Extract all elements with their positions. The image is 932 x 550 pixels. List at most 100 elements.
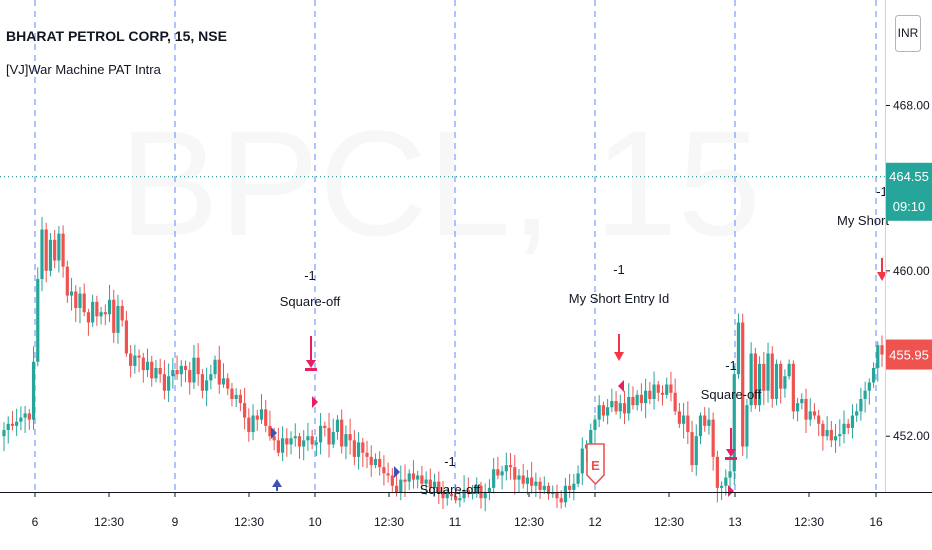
candle[interactable] — [513, 454, 517, 495]
candle[interactable] — [732, 365, 736, 485]
candle[interactable] — [167, 363, 171, 403]
candle[interactable] — [631, 386, 635, 410]
candle[interactable] — [335, 415, 340, 440]
candle[interactable] — [411, 460, 416, 489]
candle[interactable] — [124, 310, 129, 357]
candle[interactable] — [276, 427, 280, 457]
candle[interactable] — [382, 455, 386, 486]
candle[interactable] — [247, 408, 251, 442]
candle[interactable] — [593, 415, 597, 445]
candle[interactable] — [825, 416, 829, 441]
candle[interactable] — [445, 487, 449, 506]
indicator-title[interactable]: [VJ]War Machine PAT Intra — [6, 62, 161, 77]
candle[interactable] — [348, 418, 352, 455]
candle[interactable] — [517, 469, 521, 493]
candle[interactable] — [817, 409, 821, 437]
time-axis[interactable]: 6 12:30 9 12:30 10 12:30 11 12:30 12 12:30 13 12:30… — [32, 492, 883, 529]
candle[interactable] — [842, 410, 846, 444]
candle[interactable] — [213, 355, 217, 379]
candle[interactable] — [859, 387, 863, 421]
candle[interactable] — [369, 445, 373, 477]
candle[interactable] — [749, 342, 753, 412]
candle[interactable] — [808, 398, 812, 426]
candle[interactable] — [424, 471, 428, 496]
candle[interactable] — [458, 490, 462, 508]
candle[interactable] — [753, 347, 757, 409]
candle[interactable] — [162, 360, 167, 400]
candle[interactable] — [86, 308, 91, 336]
candle[interactable] — [525, 469, 530, 495]
candle[interactable] — [741, 313, 745, 456]
candle[interactable] — [627, 383, 631, 421]
candle[interactable] — [386, 462, 390, 483]
candle[interactable] — [707, 407, 711, 435]
candle[interactable] — [665, 377, 669, 399]
candle[interactable] — [352, 430, 356, 466]
candle[interactable] — [462, 475, 466, 503]
candle[interactable] — [74, 285, 78, 323]
candle[interactable] — [508, 453, 513, 480]
candle[interactable] — [19, 406, 23, 431]
candle[interactable] — [238, 389, 242, 412]
candle[interactable] — [622, 390, 627, 424]
candle[interactable] — [53, 229, 57, 269]
candle[interactable] — [183, 360, 188, 383]
candle[interactable] — [234, 388, 238, 408]
candle[interactable] — [724, 469, 728, 496]
candle[interactable] — [677, 402, 681, 428]
price-axis[interactable]: 468.00 460.00 452.00 — [886, 98, 930, 443]
candle[interactable] — [597, 395, 601, 428]
candle[interactable] — [538, 477, 542, 499]
candle[interactable] — [800, 393, 804, 410]
candle[interactable] — [103, 304, 107, 326]
candle[interactable] — [331, 418, 335, 448]
candle[interactable] — [880, 335, 884, 367]
candle[interactable] — [774, 359, 779, 406]
candle[interactable] — [568, 473, 572, 499]
candle[interactable] — [500, 465, 504, 490]
candle[interactable] — [133, 344, 137, 374]
candle[interactable] — [694, 424, 698, 476]
candle[interactable] — [791, 360, 795, 420]
candle[interactable] — [137, 349, 141, 373]
candle[interactable] — [635, 390, 639, 411]
candle[interactable] — [829, 420, 833, 448]
symbol-title[interactable]: BHARAT PETROL CORP, 15, NSE — [6, 28, 227, 44]
candle[interactable] — [82, 283, 86, 317]
candle[interactable] — [57, 226, 61, 273]
candle[interactable] — [403, 464, 407, 498]
candle[interactable] — [669, 371, 673, 402]
candle[interactable] — [175, 355, 179, 380]
candle[interactable] — [606, 398, 610, 425]
currency-button[interactable]: INR — [895, 15, 921, 52]
candle[interactable] — [6, 416, 10, 444]
candle[interactable] — [496, 456, 500, 480]
candle[interactable] — [23, 405, 27, 434]
candle[interactable] — [795, 397, 800, 422]
candle[interactable] — [715, 450, 719, 503]
candle[interactable] — [327, 412, 331, 458]
candle[interactable] — [644, 378, 648, 419]
candle[interactable] — [614, 391, 618, 415]
candle[interactable] — [770, 346, 774, 408]
candle[interactable] — [129, 345, 133, 378]
candle[interactable] — [48, 232, 53, 277]
candle[interactable] — [399, 465, 403, 501]
candle[interactable] — [44, 222, 48, 283]
candle[interactable] — [673, 378, 677, 416]
candle[interactable] — [762, 351, 766, 406]
candle[interactable] — [36, 267, 40, 367]
candle[interactable] — [196, 343, 200, 386]
candle[interactable] — [572, 474, 576, 501]
candle[interactable] — [686, 401, 690, 444]
candle[interactable] — [711, 412, 715, 471]
candle[interactable] — [221, 363, 226, 388]
candle[interactable] — [428, 468, 432, 494]
candle[interactable] — [690, 420, 694, 473]
candle[interactable] — [78, 286, 82, 324]
candle[interactable] — [580, 437, 584, 486]
candle[interactable] — [15, 408, 19, 436]
candle[interactable] — [787, 359, 791, 380]
candle[interactable] — [576, 465, 580, 488]
candle[interactable] — [293, 423, 297, 447]
